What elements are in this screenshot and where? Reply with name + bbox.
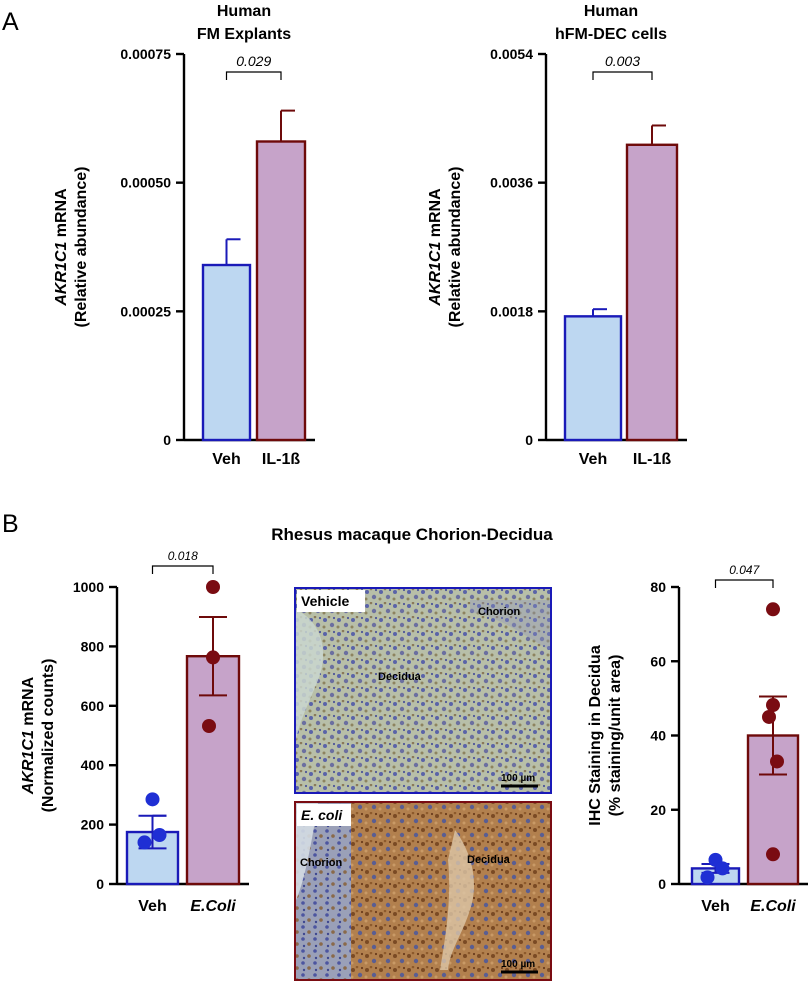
category-label-1: E.Coli bbox=[750, 898, 796, 915]
chart-title-line: Human bbox=[217, 3, 271, 20]
significance-bracket bbox=[151, 565, 214, 574]
category-label-1: E.Coli bbox=[190, 898, 236, 915]
category-label-0: Veh bbox=[138, 898, 166, 915]
y-tick-label: 0 bbox=[525, 432, 533, 448]
panel-label-b: B bbox=[2, 510, 19, 538]
y-tick-label: 0.0018 bbox=[490, 303, 533, 319]
y-tick-label: 0 bbox=[163, 432, 171, 448]
chart-hfm-dec-cells: Human hFM-DEC cells 0 0.0018 0.0036 0.0054 AKR… bbox=[427, 3, 687, 468]
y-tick-label: 1000 bbox=[73, 579, 104, 595]
y-tick-label: 20 bbox=[650, 802, 666, 818]
category-label-0: Veh bbox=[212, 451, 240, 468]
ecoli-chorion-label: Chorion bbox=[300, 857, 342, 869]
p-value-label: 0.029 bbox=[236, 53, 271, 69]
micrograph-ecoli: E. coli Chorion Decidua 100 µm bbox=[294, 801, 552, 981]
bar-0 bbox=[201, 263, 252, 442]
chart-title-line: FM Explants bbox=[197, 26, 291, 43]
y-tick-label: 60 bbox=[650, 653, 666, 669]
data-point bbox=[152, 827, 167, 842]
category-label-1: IL-1ß bbox=[262, 451, 300, 468]
data-point bbox=[202, 718, 216, 733]
y-axis-label-line2: (% staining/unit area) bbox=[607, 655, 624, 817]
data-point bbox=[762, 709, 776, 724]
data-point bbox=[766, 698, 780, 713]
vehicle-chorion-label: Chorion bbox=[478, 606, 520, 618]
data-point bbox=[206, 650, 220, 665]
category-label-1: IL-1ß bbox=[633, 451, 671, 468]
data-point bbox=[766, 847, 780, 862]
chart-fm-explants: Human FM Explants 0 0.00025 0.00050 0.00075 AK… bbox=[53, 3, 315, 468]
panel-label-a: A bbox=[2, 8, 19, 36]
category-label-0: Veh bbox=[701, 898, 729, 915]
bar-0 bbox=[563, 315, 623, 442]
y-axis-label-line2: (Relative abundance) bbox=[447, 167, 464, 328]
significance-bracket bbox=[714, 579, 774, 588]
data-point bbox=[145, 792, 160, 807]
data-point bbox=[137, 835, 152, 850]
y-tick-label: 0 bbox=[96, 876, 104, 892]
bar-1 bbox=[625, 143, 679, 442]
y-tick-label: 200 bbox=[81, 817, 105, 833]
ecoli-decidua-label: Decidua bbox=[467, 854, 511, 866]
data-point bbox=[715, 861, 730, 876]
y-tick-label: 0.0036 bbox=[490, 175, 533, 191]
y-axis-label: IHC Staining in Decidua bbox=[587, 645, 604, 826]
chart-title-line: hFM-DEC cells bbox=[555, 26, 667, 43]
ecoli-label: E. coli bbox=[301, 807, 343, 823]
ecoli-scale-bar: 100 µm bbox=[501, 959, 535, 970]
y-tick-label: 0.00050 bbox=[120, 175, 171, 191]
vehicle-decidua-label: Decidua bbox=[378, 671, 422, 683]
panel-b-title: Rhesus macaque Chorion-Decidua bbox=[271, 525, 553, 544]
y-axis-label: AKR1C1 mRNA bbox=[20, 676, 37, 795]
y-tick-label: 0.00075 bbox=[120, 46, 171, 62]
significance-bracket bbox=[225, 71, 282, 80]
y-tick-label: 0 bbox=[658, 876, 666, 892]
bar-1 bbox=[255, 140, 307, 442]
p-value-label: 0.047 bbox=[729, 563, 760, 577]
chart-ihc-staining: 0 20 40 60 80 IHC Staining in Decidua (% stain… bbox=[587, 563, 808, 915]
y-axis-label-line2: (Normalized counts) bbox=[40, 659, 57, 813]
vehicle-label: Vehicle bbox=[301, 593, 349, 609]
y-tick-label: 40 bbox=[650, 728, 666, 744]
y-axis-label: AKR1C1 mRNA bbox=[53, 188, 70, 307]
chart-normalized-counts: 0 200 400 600 800 1000 AKR1C1 mRNA (Normalized … bbox=[20, 549, 249, 915]
y-tick-label: 400 bbox=[81, 757, 105, 773]
vehicle-scale-bar: 100 µm bbox=[501, 773, 535, 784]
y-tick-label: 80 bbox=[650, 579, 666, 595]
data-point bbox=[766, 602, 780, 617]
chart-title-line: Human bbox=[584, 3, 638, 20]
y-axis-label: AKR1C1 mRNA bbox=[427, 188, 444, 307]
data-point bbox=[770, 754, 784, 769]
p-value-label: 0.003 bbox=[605, 53, 640, 69]
micrograph-vehicle: Vehicle Chorion Decidua 100 µm bbox=[294, 587, 552, 794]
data-point bbox=[700, 870, 715, 885]
y-tick-label: 800 bbox=[81, 638, 105, 654]
significance-bracket bbox=[592, 71, 653, 80]
p-value-label: 0.018 bbox=[168, 549, 198, 563]
y-tick-label: 600 bbox=[81, 698, 105, 714]
data-point bbox=[206, 580, 220, 594]
y-tick-label: 0.0054 bbox=[490, 46, 533, 62]
category-label-0: Veh bbox=[579, 451, 607, 468]
y-tick-label: 0.00025 bbox=[120, 303, 171, 319]
bar-1 bbox=[185, 655, 241, 886]
y-axis-label-line2: (Relative abundance) bbox=[73, 167, 90, 328]
